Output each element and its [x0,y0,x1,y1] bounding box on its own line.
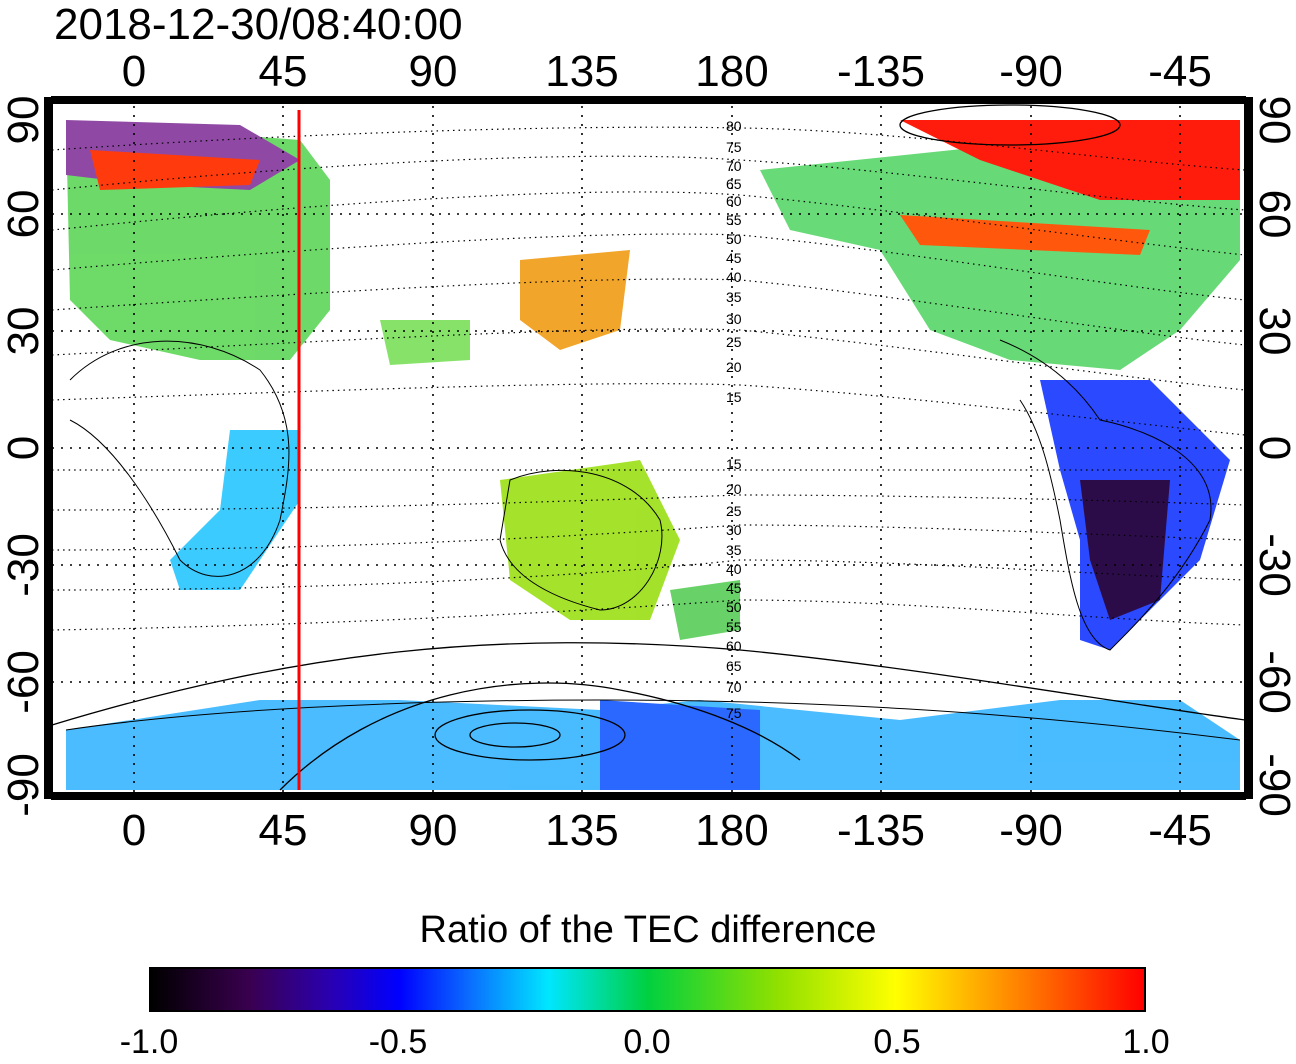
top-lon-label: -135 [837,47,925,96]
right-lat-label: 30 [1250,307,1296,356]
bottom-lon-label: 0 [122,806,146,855]
contour-label: 75 [726,139,742,155]
contour-label: 30 [726,522,742,538]
patch-na-arctic [900,120,1240,200]
contour-label: 50 [726,231,742,247]
bottom-lon-label: -90 [999,806,1063,855]
contour-label: 40 [726,269,742,285]
patch-sa-dark [1080,480,1170,620]
timestamp-title: 2018-12-30/08:40:00 [54,0,463,49]
patch-japan [520,250,630,350]
colorbar-tick: -1.0 [119,1023,179,1061]
top-lon-label: 135 [545,47,618,96]
left-lat-label: 60 [0,190,48,239]
right-lat-label: -60 [1250,650,1296,714]
top-lon-label: 180 [695,47,768,96]
bottom-lon-label: -135 [837,806,925,855]
bottom-lon-label: 90 [409,806,458,855]
contour-labels-south: 15 20 25 30 35 40 45 50 55 60 65 70 75 [726,456,742,721]
contour-label: 35 [726,289,742,305]
bottom-lon-label: 180 [695,806,768,855]
colorbar-tick: 0.0 [623,1023,671,1061]
contour-label: 70 [726,158,742,174]
contour-label: 60 [726,193,742,209]
colorbar [149,967,1146,1012]
contour-label: 60 [726,638,742,654]
left-lat-label: -30 [0,533,48,597]
solid-contours [51,104,1246,791]
contour-label: 45 [726,580,742,596]
tec-map: 80 75 70 65 60 55 50 45 40 35 30 25 20 1… [0,47,1296,855]
top-lon-label: 90 [409,47,458,96]
contour-label: 25 [726,503,742,519]
right-border-bar [1245,97,1253,799]
bottom-lon-label: 135 [545,806,618,855]
top-lon-label: -90 [999,47,1063,96]
contour-label: 35 [726,542,742,558]
contour-labels-north: 80 75 70 65 60 55 50 45 40 35 30 25 20 1… [726,118,742,405]
left-lat-label: 0 [0,436,48,460]
coastlines [65,339,1241,741]
right-lat-label: 90 [1250,96,1296,145]
bottom-border-bar [52,792,1245,799]
top-border-bar [52,97,1245,104]
right-lat-label: -30 [1250,533,1296,597]
colorbar-tick: -0.5 [368,1023,428,1061]
right-lat-label: -90 [1250,753,1296,817]
contour-label: 25 [726,334,742,350]
left-lat-label: 90 [0,96,48,145]
contour-label: 75 [726,705,742,721]
patch-arctic-red [90,150,260,190]
contour-label: 80 [726,118,742,134]
contour-label: 50 [726,599,742,615]
contour-label: 65 [726,176,742,192]
contour-label: 15 [726,389,742,405]
patch-antarctica-blue [600,700,760,790]
magnetic-contours [51,126,1246,631]
left-lat-labels: 90 60 30 0 -30 -60 -90 [0,96,48,817]
patch-nz [670,580,740,640]
contour-label: 20 [726,359,742,375]
contour-label: 40 [726,561,742,577]
top-lon-label: 45 [259,47,308,96]
left-lat-label: -90 [0,753,48,817]
bottom-lon-label: 45 [259,806,308,855]
colorbar-tick: 1.0 [1122,1023,1170,1061]
right-lat-labels: 90 60 30 0 -30 -60 -90 [1250,96,1296,817]
colorbar-tick: 0.5 [873,1023,921,1061]
contour-label: 45 [726,250,742,266]
contour-label: 20 [726,481,742,497]
top-lon-label: 0 [122,47,146,96]
patch-na-band [900,215,1150,255]
contour-label: 30 [726,311,742,327]
left-border-bar [44,97,52,799]
contour-label: 55 [726,212,742,228]
right-lat-label: 0 [1250,436,1296,460]
contour-label: 55 [726,619,742,635]
top-lon-labels: 0 45 90 135 180 -135 -90 -45 [122,47,1212,96]
left-lat-label: 30 [0,307,48,356]
right-lat-label: 60 [1250,190,1296,239]
contour-label: 65 [726,658,742,674]
colorbar-title: Ratio of the TEC difference [419,909,877,951]
patch-asia [380,320,470,365]
bottom-lon-labels: 0 45 90 135 180 -135 -90 -45 [122,806,1212,855]
contour-label: 15 [726,456,742,472]
contour-label: 70 [726,679,742,695]
bottom-lon-label: -45 [1148,806,1212,855]
left-lat-label: -60 [0,650,48,714]
patch-australia [500,460,680,620]
top-lon-label: -45 [1148,47,1212,96]
